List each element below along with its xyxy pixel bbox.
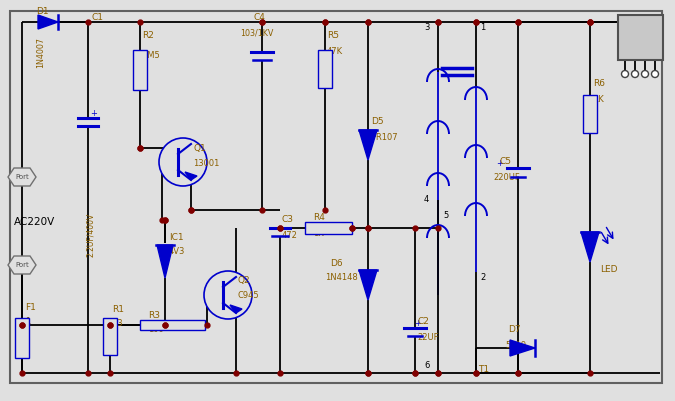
Text: 1N4148: 1N4148 bbox=[325, 273, 358, 282]
Text: 13: 13 bbox=[112, 318, 123, 328]
Circle shape bbox=[159, 138, 207, 186]
Text: R6: R6 bbox=[593, 79, 605, 89]
Polygon shape bbox=[185, 172, 197, 180]
Polygon shape bbox=[38, 15, 58, 29]
Text: 3: 3 bbox=[424, 24, 429, 32]
Text: 6: 6 bbox=[424, 360, 429, 369]
Text: R5: R5 bbox=[327, 32, 339, 41]
Polygon shape bbox=[510, 340, 535, 356]
Text: C5: C5 bbox=[500, 158, 512, 166]
Text: C1: C1 bbox=[91, 12, 103, 22]
Text: C2: C2 bbox=[417, 318, 429, 326]
Text: 13001: 13001 bbox=[193, 158, 219, 168]
Text: USB: USB bbox=[620, 18, 641, 28]
Circle shape bbox=[632, 71, 639, 77]
Text: 1: 1 bbox=[480, 24, 485, 32]
Polygon shape bbox=[359, 270, 377, 300]
Text: 103/1KV: 103/1KV bbox=[240, 28, 273, 38]
Text: IC1: IC1 bbox=[169, 233, 184, 241]
Text: 100: 100 bbox=[148, 326, 164, 334]
Text: Port: Port bbox=[15, 174, 29, 180]
Bar bbox=[618, 15, 663, 60]
Text: 220UF: 220UF bbox=[493, 174, 520, 182]
Bar bbox=[103, 318, 117, 355]
Text: 1 2 3 4: 1 2 3 4 bbox=[623, 38, 649, 47]
Polygon shape bbox=[230, 305, 242, 313]
Text: 1N4007: 1N4007 bbox=[36, 38, 45, 69]
Circle shape bbox=[641, 71, 649, 77]
Text: Port: Port bbox=[15, 262, 29, 268]
Text: R4: R4 bbox=[313, 213, 325, 223]
Text: 4V3: 4V3 bbox=[169, 247, 186, 257]
Text: D6: D6 bbox=[330, 259, 343, 267]
Text: R1: R1 bbox=[112, 306, 124, 314]
Circle shape bbox=[651, 71, 659, 77]
Text: C4: C4 bbox=[254, 12, 266, 22]
Text: 2.2UF/400V: 2.2UF/400V bbox=[86, 213, 95, 257]
Text: Q1: Q1 bbox=[193, 144, 206, 152]
Bar bbox=[140, 320, 205, 330]
Text: 5: 5 bbox=[443, 211, 448, 219]
Text: +: + bbox=[414, 318, 421, 328]
Text: D5: D5 bbox=[371, 117, 383, 126]
Text: +: + bbox=[496, 158, 503, 168]
Text: R3: R3 bbox=[148, 310, 160, 320]
Polygon shape bbox=[581, 232, 599, 262]
Text: C3: C3 bbox=[282, 215, 294, 225]
Text: 5819: 5819 bbox=[505, 340, 526, 350]
Circle shape bbox=[622, 71, 628, 77]
Bar bbox=[305, 222, 352, 234]
Bar bbox=[583, 95, 597, 133]
Text: 1K: 1K bbox=[593, 95, 603, 103]
Text: F1: F1 bbox=[25, 304, 36, 312]
Text: 47K: 47K bbox=[327, 47, 343, 57]
Polygon shape bbox=[8, 168, 36, 186]
Circle shape bbox=[204, 271, 252, 319]
Text: T1: T1 bbox=[478, 365, 489, 375]
Text: 2: 2 bbox=[480, 273, 485, 282]
Polygon shape bbox=[359, 130, 377, 160]
Text: D7: D7 bbox=[508, 326, 520, 334]
Text: 1K: 1K bbox=[313, 229, 324, 237]
Text: LED: LED bbox=[600, 265, 618, 275]
Bar bbox=[318, 50, 332, 88]
Text: FR107: FR107 bbox=[371, 134, 398, 142]
Text: 4: 4 bbox=[424, 196, 429, 205]
Text: D1: D1 bbox=[36, 8, 49, 16]
Text: 1: 1 bbox=[25, 318, 30, 326]
Text: 472: 472 bbox=[282, 231, 298, 239]
Text: +: + bbox=[90, 109, 97, 119]
Bar bbox=[133, 50, 147, 90]
Text: 22UF: 22UF bbox=[417, 334, 439, 342]
Text: R2: R2 bbox=[142, 32, 154, 41]
Bar bbox=[15, 318, 29, 358]
Polygon shape bbox=[157, 245, 173, 278]
Text: C945: C945 bbox=[238, 290, 260, 300]
Text: Q2: Q2 bbox=[238, 275, 250, 284]
Text: AC220V: AC220V bbox=[14, 217, 55, 227]
Text: 1M5: 1M5 bbox=[142, 51, 160, 59]
Polygon shape bbox=[8, 256, 36, 274]
